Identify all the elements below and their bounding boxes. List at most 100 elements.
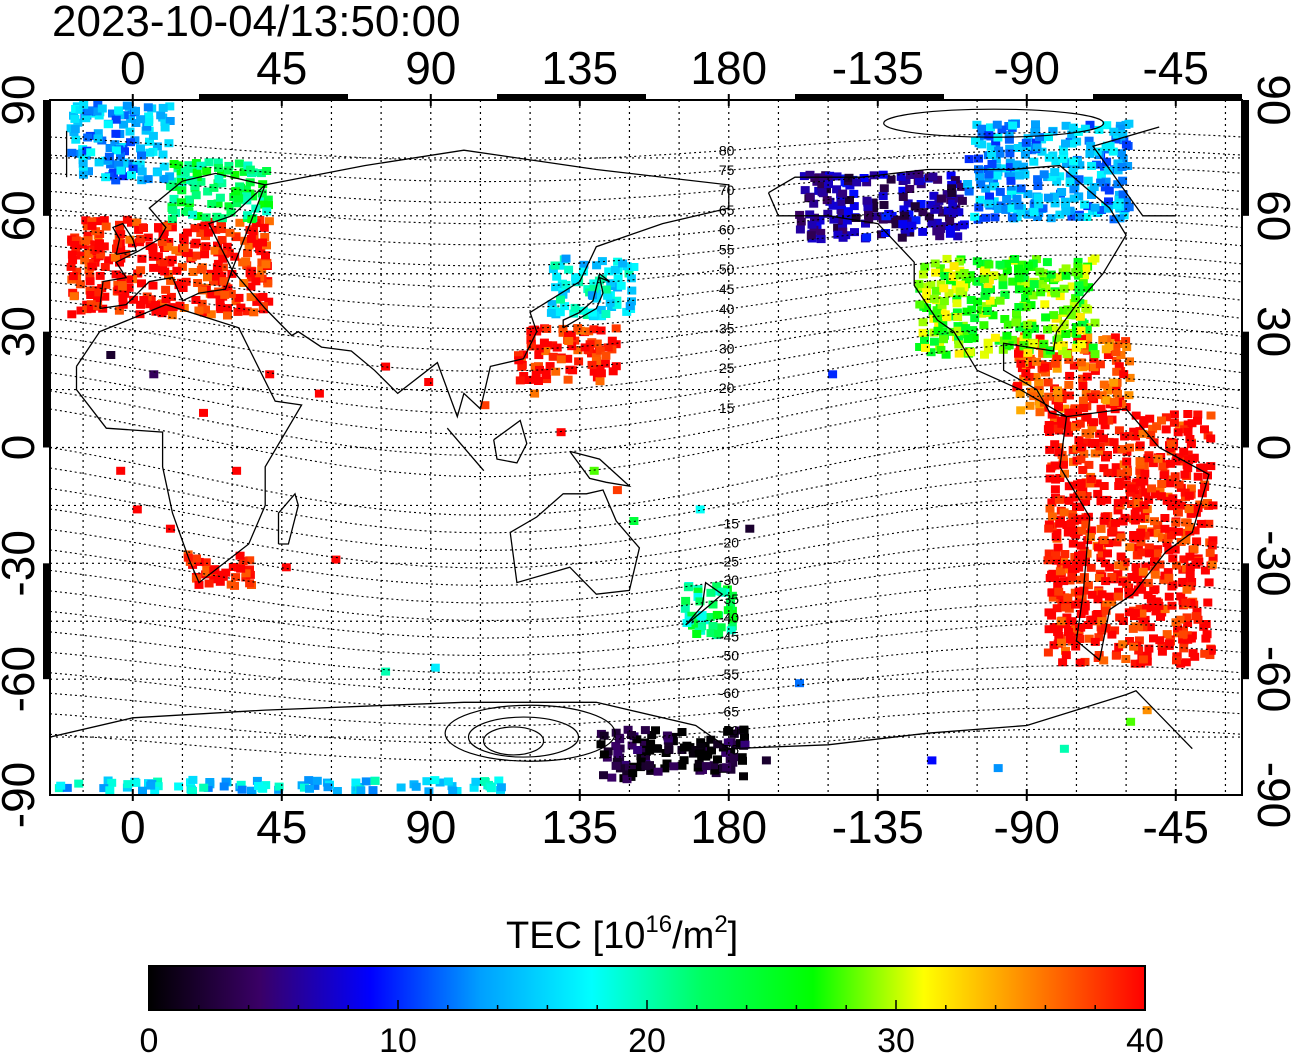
tec-cell [165, 172, 175, 181]
tec-cell [1059, 321, 1069, 330]
tec-cell [486, 784, 496, 793]
tec-cell [1081, 520, 1091, 529]
tec-cell [640, 748, 650, 756]
tec-cell [1083, 176, 1093, 185]
tec-cell [213, 570, 223, 579]
tec-cell [1155, 636, 1165, 645]
tec-cell [713, 755, 722, 764]
tec-cell [966, 296, 976, 304]
tec-cell [116, 230, 126, 239]
tec-cell [938, 208, 948, 217]
tec-cell [962, 307, 972, 316]
tec-cell [1165, 444, 1175, 453]
tec-cell [1185, 570, 1195, 579]
tec-cell [1081, 438, 1091, 447]
tec-cell [823, 209, 833, 218]
tec-cell [795, 679, 804, 688]
tec-cell [1136, 514, 1145, 523]
tec-cell [1104, 416, 1114, 425]
tec-cell [1090, 254, 1100, 263]
tec-cell [111, 270, 121, 279]
tec-cell [1125, 373, 1135, 382]
tec-cell [1075, 213, 1084, 221]
tec-cell [709, 761, 719, 770]
tec-cell [984, 131, 994, 140]
tec-cell [963, 180, 973, 188]
tec-cell [1186, 634, 1196, 643]
tec-cell [1050, 485, 1060, 494]
tec-cell [215, 193, 225, 202]
tec-cell [1139, 416, 1149, 425]
tec-cell [957, 196, 967, 205]
tec-cell [989, 197, 999, 206]
mlat-label: 75 [719, 162, 735, 178]
tec-cell [1092, 160, 1101, 169]
tec-cell [800, 186, 810, 195]
tec-cell [998, 281, 1008, 290]
tec-cell [1074, 599, 1084, 608]
tec-cell [970, 314, 980, 323]
tec-cell [604, 267, 614, 276]
tec-cell [1098, 416, 1108, 425]
tec-cell [921, 343, 930, 352]
tec-cell [945, 217, 955, 226]
tec-cell [1203, 471, 1212, 480]
mlat-label: 20 [719, 380, 735, 396]
tec-cell [1061, 207, 1071, 216]
tec-cell [1041, 313, 1051, 322]
tec-cell [396, 783, 406, 792]
tec-cell [1081, 429, 1091, 438]
tec-cell [1124, 203, 1134, 212]
tec-cell [1090, 438, 1100, 447]
tec-cell [257, 265, 267, 274]
tec-cell [174, 161, 184, 170]
tec-cell [1012, 309, 1021, 318]
tec-cell [571, 277, 581, 286]
tec-cell [1063, 528, 1073, 537]
tec-cell [627, 731, 636, 739]
tec-cell [924, 212, 934, 221]
tec-cell [1057, 188, 1067, 196]
lon-tick-label: -45 [1143, 42, 1209, 94]
tec-cell [1002, 259, 1011, 268]
tec-cell [1072, 502, 1081, 511]
tec-cell [927, 756, 937, 765]
tec-cell [332, 787, 342, 795]
tec-cell [167, 223, 177, 232]
tec-cell [936, 224, 945, 233]
tec-cell [1031, 138, 1041, 147]
tec-cell [1168, 580, 1178, 589]
tec-cell [680, 604, 690, 613]
tec-cell [120, 147, 129, 156]
tec-cell [862, 178, 872, 187]
tec-cell [965, 348, 975, 356]
tec-cell [1075, 419, 1085, 428]
tec-cell [1208, 554, 1218, 563]
tec-cell [582, 311, 592, 319]
tec-cell [599, 731, 609, 740]
tec-cell [636, 757, 646, 766]
tec-cell [262, 167, 272, 175]
tec-cell [1014, 349, 1023, 358]
tec-cell [1076, 541, 1086, 550]
tec-cell [822, 196, 832, 205]
tec-cell [1056, 617, 1066, 626]
tec-cell [1061, 271, 1071, 280]
colorbar-tick-label: 20 [628, 1022, 666, 1057]
tec-cell [916, 200, 926, 208]
tec-cell [137, 151, 146, 160]
tec-cell [799, 172, 809, 181]
tec-cell [555, 261, 565, 270]
tec-cell [143, 103, 153, 112]
tec-cell [223, 166, 233, 175]
tec-cell [1078, 374, 1088, 383]
tec-cell [116, 151, 125, 160]
tec-cell [1080, 200, 1090, 209]
tec-cell [838, 189, 848, 198]
tec-cell [806, 231, 816, 240]
tec-cell [613, 749, 623, 758]
tec-cell [1034, 378, 1044, 387]
map-frame [49, 99, 1243, 796]
tec-cell [988, 311, 998, 320]
tec-cell [531, 370, 541, 378]
